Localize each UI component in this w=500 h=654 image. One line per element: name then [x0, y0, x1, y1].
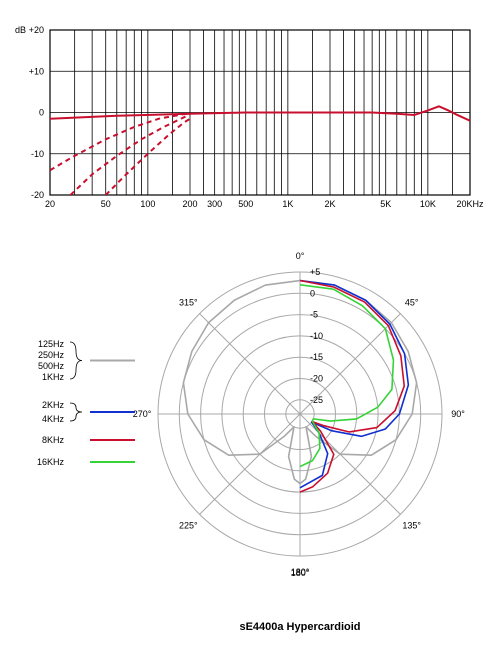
svg-text:-20: -20 — [310, 374, 323, 384]
svg-text:125Hz: 125Hz — [38, 339, 65, 349]
svg-text:0: 0 — [310, 288, 315, 298]
svg-text:16KHz: 16KHz — [37, 457, 65, 467]
svg-text:315°: 315° — [179, 297, 198, 307]
svg-text:250Hz: 250Hz — [38, 350, 65, 360]
legend-brace — [70, 403, 82, 421]
svg-text:225°: 225° — [179, 521, 198, 531]
svg-text:+5: +5 — [310, 267, 320, 277]
svg-text:+20: +20 — [29, 25, 44, 35]
svg-text:8KHz: 8KHz — [42, 435, 65, 445]
svg-text:300: 300 — [207, 199, 222, 209]
svg-text:20KHz: 20KHz — [456, 199, 484, 209]
svg-text:1K: 1K — [282, 199, 293, 209]
svg-text:200: 200 — [182, 199, 197, 209]
svg-text:180°: 180° — [291, 568, 310, 578]
svg-text:45°: 45° — [405, 297, 419, 307]
svg-text:-15: -15 — [310, 352, 323, 362]
svg-text:-10: -10 — [310, 331, 323, 341]
svg-text:135°: 135° — [402, 521, 421, 531]
svg-text:20: 20 — [45, 199, 55, 209]
svg-text:2K: 2K — [324, 199, 335, 209]
svg-text:2KHz: 2KHz — [42, 400, 65, 410]
svg-text:-5: -5 — [310, 310, 318, 320]
svg-text:1KHz: 1KHz — [42, 372, 65, 382]
freq-response-chart — [50, 30, 470, 195]
svg-text:-25: -25 — [310, 395, 323, 405]
freq-series-hpf1 — [50, 114, 190, 171]
svg-text:+10: +10 — [29, 66, 44, 76]
freq-series-main — [50, 106, 470, 120]
svg-text:0°: 0° — [296, 251, 305, 261]
svg-text:90°: 90° — [451, 409, 465, 419]
freq-series-hpf2 — [70, 115, 190, 195]
chart-title: sE4400a Hypercardioid — [239, 621, 360, 633]
svg-text:dB: dB — [15, 25, 26, 35]
polar-chart — [158, 272, 442, 556]
svg-text:-10: -10 — [31, 149, 44, 159]
svg-text:270°: 270° — [133, 409, 152, 419]
svg-text:500Hz: 500Hz — [38, 361, 65, 371]
svg-text:500: 500 — [238, 199, 253, 209]
svg-text:10K: 10K — [420, 199, 436, 209]
svg-text:0: 0 — [39, 108, 44, 118]
svg-text:-20: -20 — [31, 190, 44, 200]
svg-text:5K: 5K — [380, 199, 391, 209]
svg-text:4KHz: 4KHz — [42, 414, 65, 424]
legend-brace — [70, 342, 82, 379]
svg-text:50: 50 — [101, 199, 111, 209]
polar-legend — [70, 342, 135, 462]
svg-text:100: 100 — [140, 199, 155, 209]
